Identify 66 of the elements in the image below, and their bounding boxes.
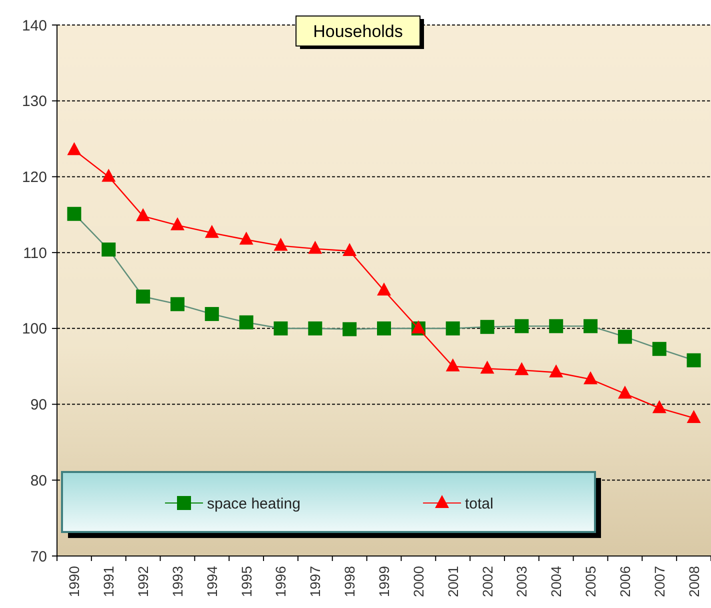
- point: [342, 243, 357, 256]
- y-tick-label: 100: [22, 320, 47, 338]
- point: [446, 358, 460, 372]
- x-tick-label: 1993: [169, 566, 186, 598]
- x-tick-label: 2003: [514, 566, 530, 598]
- point: [377, 321, 391, 336]
- x-tick-label: 1992: [135, 566, 152, 598]
- point: [686, 410, 701, 423]
- y-tick-label: 110: [23, 244, 47, 262]
- point: [67, 142, 82, 156]
- point: [308, 321, 322, 336]
- y-tick-label: 90: [30, 396, 47, 414]
- x-tick-label: 1990: [66, 566, 82, 598]
- x-tick-label: 2004: [548, 566, 564, 598]
- x-tick-label: 1999: [376, 566, 392, 598]
- point: [686, 353, 701, 368]
- point: [549, 364, 564, 378]
- y-tick-label: 70: [30, 548, 47, 566]
- point: [584, 371, 598, 384]
- point: [102, 242, 116, 257]
- point: [67, 206, 82, 221]
- point: [618, 386, 632, 399]
- chart-title: Households: [313, 22, 403, 41]
- point: [170, 217, 184, 230]
- y-tick-label: 130: [22, 93, 47, 110]
- point: [652, 342, 666, 356]
- point: [480, 320, 494, 334]
- point: [652, 400, 666, 414]
- point: [618, 330, 632, 344]
- point: [204, 307, 219, 322]
- x-tick-label: 1995: [238, 566, 254, 598]
- point: [446, 321, 460, 336]
- y-tick-label: 120: [22, 168, 47, 186]
- point: [514, 362, 529, 376]
- point: [204, 224, 219, 238]
- point: [239, 232, 254, 245]
- x-tick-label: 2001: [444, 566, 461, 598]
- x-tick-label: 2007: [651, 566, 668, 598]
- point: [377, 282, 391, 296]
- point: [514, 319, 529, 334]
- point: [170, 297, 184, 312]
- point: [102, 168, 116, 182]
- x-tick-label: 1998: [342, 566, 358, 598]
- x-tick-label: 2000: [410, 566, 426, 598]
- legend-label: total: [465, 495, 494, 512]
- y-tick-label: 80: [30, 472, 47, 490]
- x-tick-label: 1991: [100, 566, 117, 598]
- point: [480, 360, 494, 374]
- x-tick-label: 1994: [204, 566, 220, 598]
- x-tick-label: 2002: [479, 566, 496, 598]
- point: [136, 290, 150, 304]
- x-tick-label: 1997: [307, 566, 324, 598]
- point: [584, 319, 598, 334]
- x-tick-label: 2006: [616, 566, 633, 598]
- y-tick-label: 140: [22, 17, 47, 34]
- point: [136, 208, 150, 222]
- point: [274, 321, 288, 336]
- point: [308, 240, 322, 254]
- point: [549, 319, 564, 334]
- x-tick-label: 1996: [272, 566, 289, 598]
- x-tick-label: 2008: [686, 566, 702, 598]
- x-tick-label: 2005: [582, 566, 599, 598]
- point: [342, 322, 357, 336]
- point: [274, 238, 288, 251]
- point: [239, 315, 254, 330]
- legend-label: space heating: [207, 495, 300, 512]
